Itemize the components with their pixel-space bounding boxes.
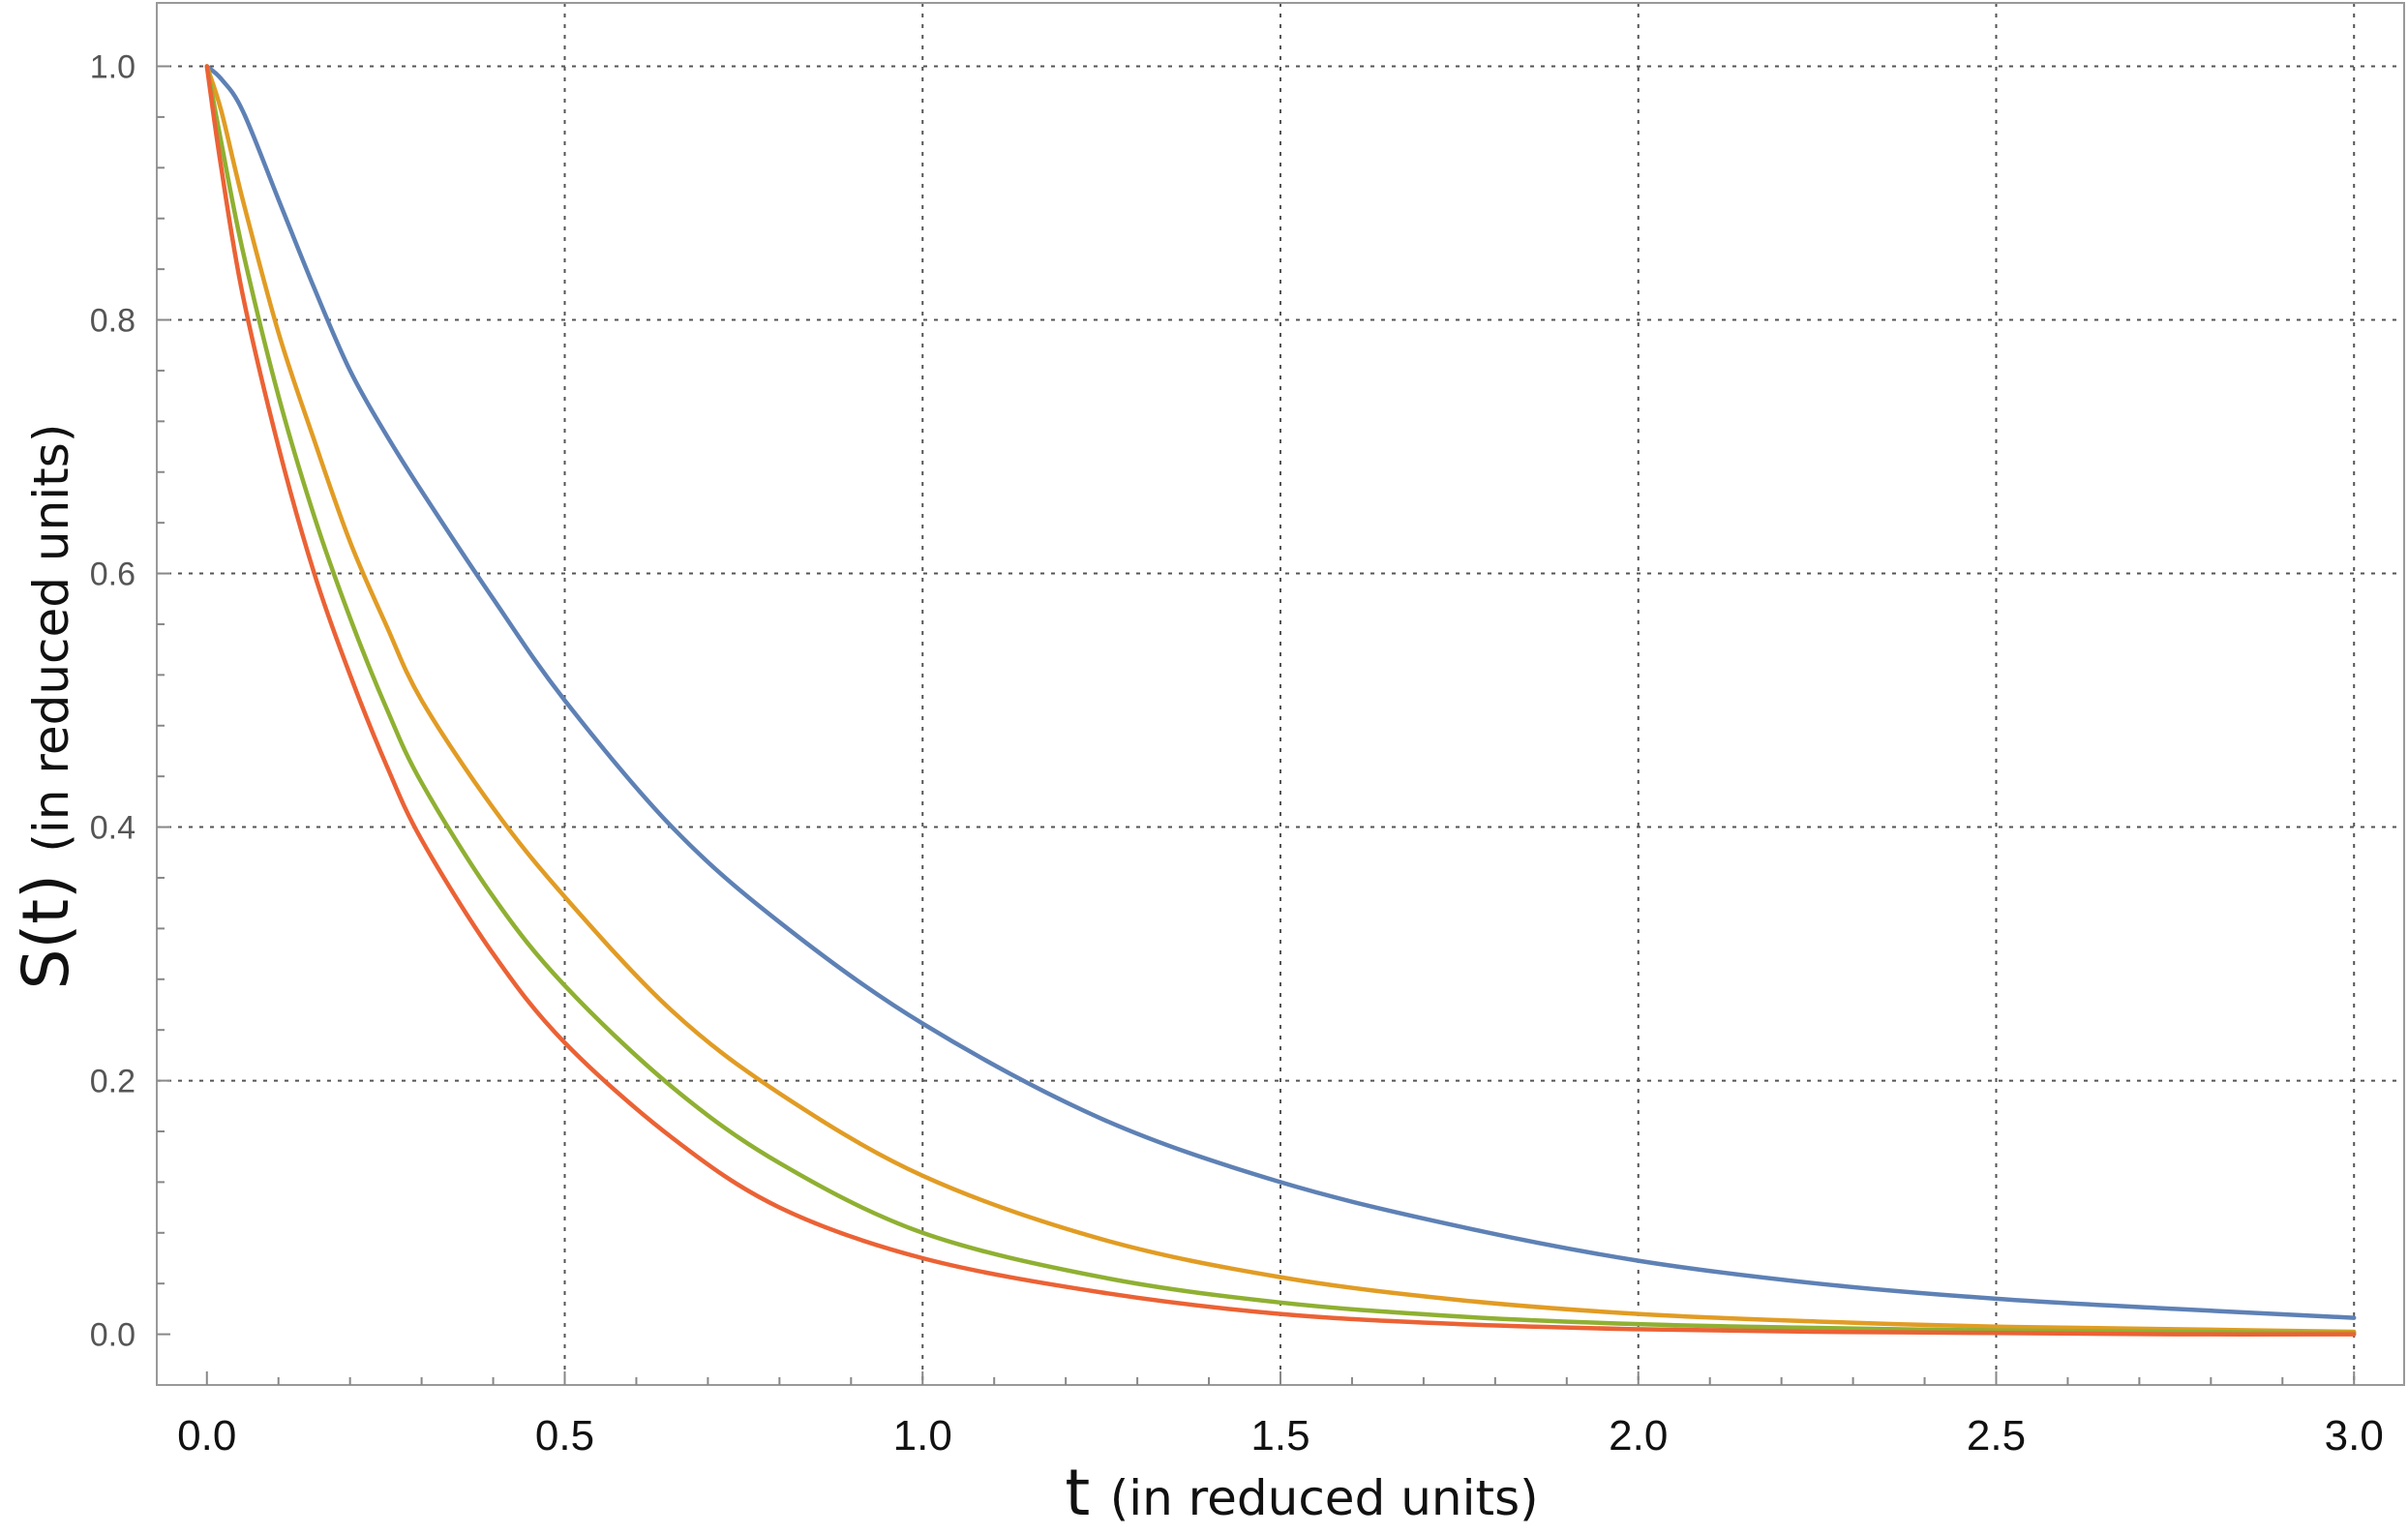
series-line-2 [204, 64, 2357, 1335]
series-line-3 [204, 64, 2357, 1336]
series-lines [204, 64, 2357, 1337]
x-axis-label: t (in reduced units) [1065, 1456, 1538, 1530]
x-tick-label: 2.0 [1609, 1412, 1668, 1460]
x-tick-label: 1.0 [893, 1412, 952, 1460]
y-tick-label: 0.2 [90, 1064, 135, 1100]
x-tick-label: 0.5 [535, 1412, 594, 1460]
y-tick-label: 0.8 [90, 303, 135, 340]
y-axis-variable: S(t) [9, 874, 83, 989]
y-tick-label: 0.0 [90, 1317, 135, 1354]
x-tick-label: 1.5 [1250, 1412, 1309, 1460]
x-axis-unit: (in reduced units) [1110, 1470, 1539, 1526]
x-tick-label: 3.0 [2325, 1412, 2384, 1460]
x-tick-label: 0.0 [177, 1412, 236, 1460]
y-tick-label: 0.4 [90, 810, 135, 847]
axis-ticks [157, 65, 2356, 1385]
y-axis-unit: (in reduced units) [23, 424, 79, 853]
x-tick-label: 2.5 [1967, 1412, 2026, 1460]
y-tick-label: 1.0 [90, 49, 135, 86]
tick-labels: 0.0 0.5 1.0 1.5 2.0 2.5 3.0 0.0 0.2 0.4 0.6 0.8 1.0 [90, 49, 2384, 1460]
y-tick-label: 0.6 [90, 557, 135, 593]
series-line-1 [204, 64, 2357, 1320]
series-line-4 [204, 64, 2357, 1337]
grid-lines [157, 3, 2404, 1385]
x-axis-variable: t [1065, 1456, 1090, 1530]
y-axis-label: S(t) (in reduced units) [9, 424, 83, 990]
